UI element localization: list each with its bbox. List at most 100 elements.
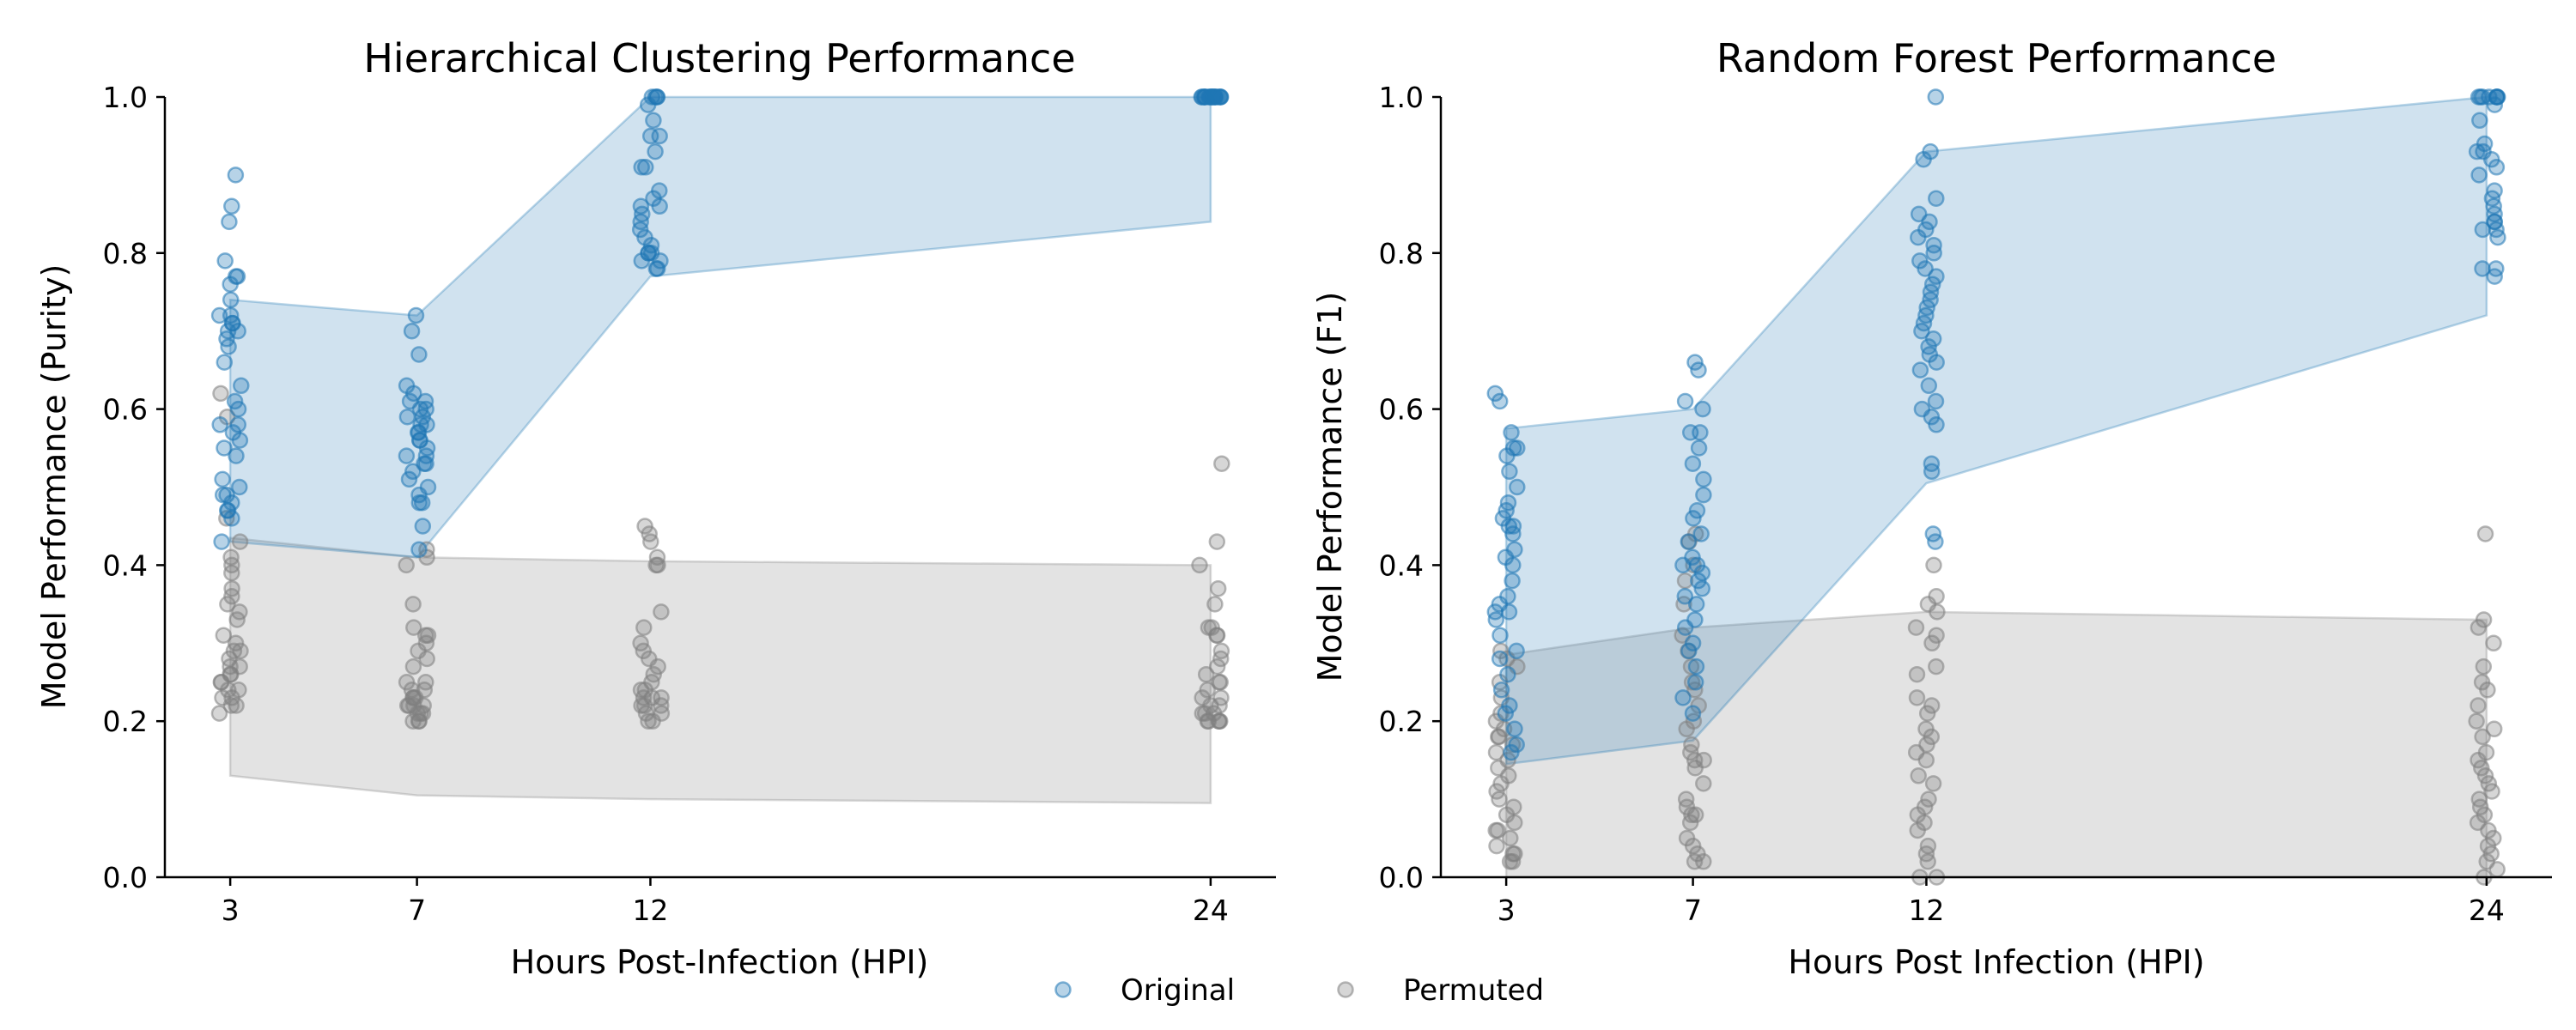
- permuted-point: [1918, 705, 1936, 722]
- permuted-point: [404, 596, 422, 613]
- original-point: [231, 432, 249, 449]
- original-point: [1487, 611, 1505, 628]
- x-axis-label: Hours Post Infection (HPI): [1788, 943, 2204, 981]
- chart-title: Random Forest Performance: [1716, 35, 2276, 82]
- original-point: [1674, 689, 1692, 706]
- x-tick-label: 24: [2469, 894, 2505, 927]
- original-point: [1923, 463, 1941, 481]
- original-point: [1684, 455, 1702, 472]
- original-point: [1686, 674, 1704, 691]
- original-point: [229, 400, 247, 418]
- original-point: [414, 518, 432, 535]
- original-point: [1915, 150, 1932, 168]
- original-point: [1927, 392, 1945, 410]
- original-point: [1687, 657, 1705, 676]
- permuted-point: [228, 697, 245, 714]
- permuted-point: [1686, 759, 1704, 777]
- original-point: [1681, 424, 1699, 441]
- original-point: [2486, 96, 2504, 113]
- permuted-range-band: [228, 536, 1212, 804]
- original-point: [1503, 424, 1520, 441]
- original-point: [1920, 377, 1938, 395]
- original-point: [227, 167, 245, 184]
- permuted-point: [1191, 556, 1208, 574]
- permuted-point: [1209, 579, 1227, 597]
- original-point: [1499, 665, 1516, 683]
- original-point: [1925, 245, 1942, 262]
- permuted-point: [2471, 798, 2489, 815]
- y-tick-label: 0.4: [1379, 548, 1424, 582]
- legend-marker-original: [1054, 981, 1072, 998]
- original-point: [1674, 556, 1692, 574]
- original-point: [651, 197, 668, 215]
- original-point: [1685, 510, 1702, 527]
- original-point: [2474, 221, 2492, 239]
- permuted-point: [1919, 853, 1936, 870]
- y-tick-label: 1.0: [103, 81, 148, 114]
- y-tick-label: 0.8: [1379, 237, 1424, 270]
- original-point: [213, 533, 230, 550]
- permuted-point: [1929, 603, 1946, 621]
- permuted-point: [2474, 728, 2491, 746]
- original-point: [639, 96, 657, 113]
- permuted-point: [1206, 596, 1224, 613]
- original-point: [233, 377, 250, 395]
- original-point: [1497, 705, 1515, 722]
- permuted-point: [223, 564, 240, 582]
- x-tick-label: 24: [1193, 894, 1229, 927]
- original-point: [637, 159, 654, 176]
- original-point: [210, 306, 228, 324]
- permuted-point: [1488, 837, 1505, 855]
- original-point: [645, 112, 662, 130]
- permuted-point: [653, 603, 670, 621]
- chart-marks: [1486, 88, 2506, 886]
- original-point: [214, 470, 231, 488]
- y-tick-label: 0.2: [1379, 705, 1424, 738]
- x-ticks: 3 7 12 24: [222, 877, 1229, 927]
- random-forest-panel: Random Forest Performance 0.00.20.40.60.…: [1311, 35, 2552, 981]
- original-point: [398, 408, 416, 426]
- original-point: [400, 470, 418, 488]
- permuted-point: [222, 697, 240, 714]
- permuted-point: [215, 627, 233, 644]
- permuted-point: [1501, 853, 1519, 870]
- original-point: [1500, 518, 1518, 535]
- permuted-point: [404, 657, 422, 676]
- permuted-point: [210, 705, 228, 722]
- original-point: [2468, 142, 2486, 161]
- permuted-point: [2483, 783, 2500, 800]
- original-point: [1910, 228, 1927, 246]
- chart-marks: [210, 88, 1230, 804]
- original-point: [211, 416, 228, 433]
- original-point: [1491, 392, 1509, 410]
- x-tick-label: 12: [1908, 894, 1944, 927]
- permuted-point: [1917, 751, 1935, 769]
- permuted-point: [1491, 791, 1508, 808]
- permuted-point: [1681, 814, 1699, 832]
- original-point: [1928, 416, 1945, 433]
- original-point: [1684, 705, 1702, 722]
- permuted-point: [2488, 861, 2506, 878]
- original-point: [651, 127, 668, 145]
- original-point: [231, 478, 248, 496]
- original-point: [1680, 533, 1698, 550]
- x-ticks: 3 7 12 24: [1498, 877, 2505, 927]
- permuted-point: [410, 712, 428, 730]
- permuted-point: [1910, 767, 1927, 785]
- original-point: [222, 276, 239, 293]
- original-point: [1688, 502, 1706, 519]
- permuted-point: [1506, 814, 1523, 832]
- original-point: [1928, 190, 1945, 207]
- original-point: [407, 306, 425, 324]
- permuted-point: [642, 533, 659, 550]
- x-tick-label: 3: [222, 894, 240, 927]
- permuted-point: [2476, 525, 2494, 542]
- y-ticks: 0.0 0.2 0.4 0.6 0.8 1.0: [103, 81, 165, 894]
- chart-title: Hierarchical Clustering Performance: [363, 35, 1075, 82]
- permuted-point: [219, 596, 236, 613]
- permuted-point: [1502, 829, 1519, 847]
- y-tick-label: 0.2: [103, 705, 148, 738]
- permuted-point: [1908, 665, 1926, 683]
- original-point: [223, 510, 240, 527]
- permuted-point: [1686, 853, 1704, 870]
